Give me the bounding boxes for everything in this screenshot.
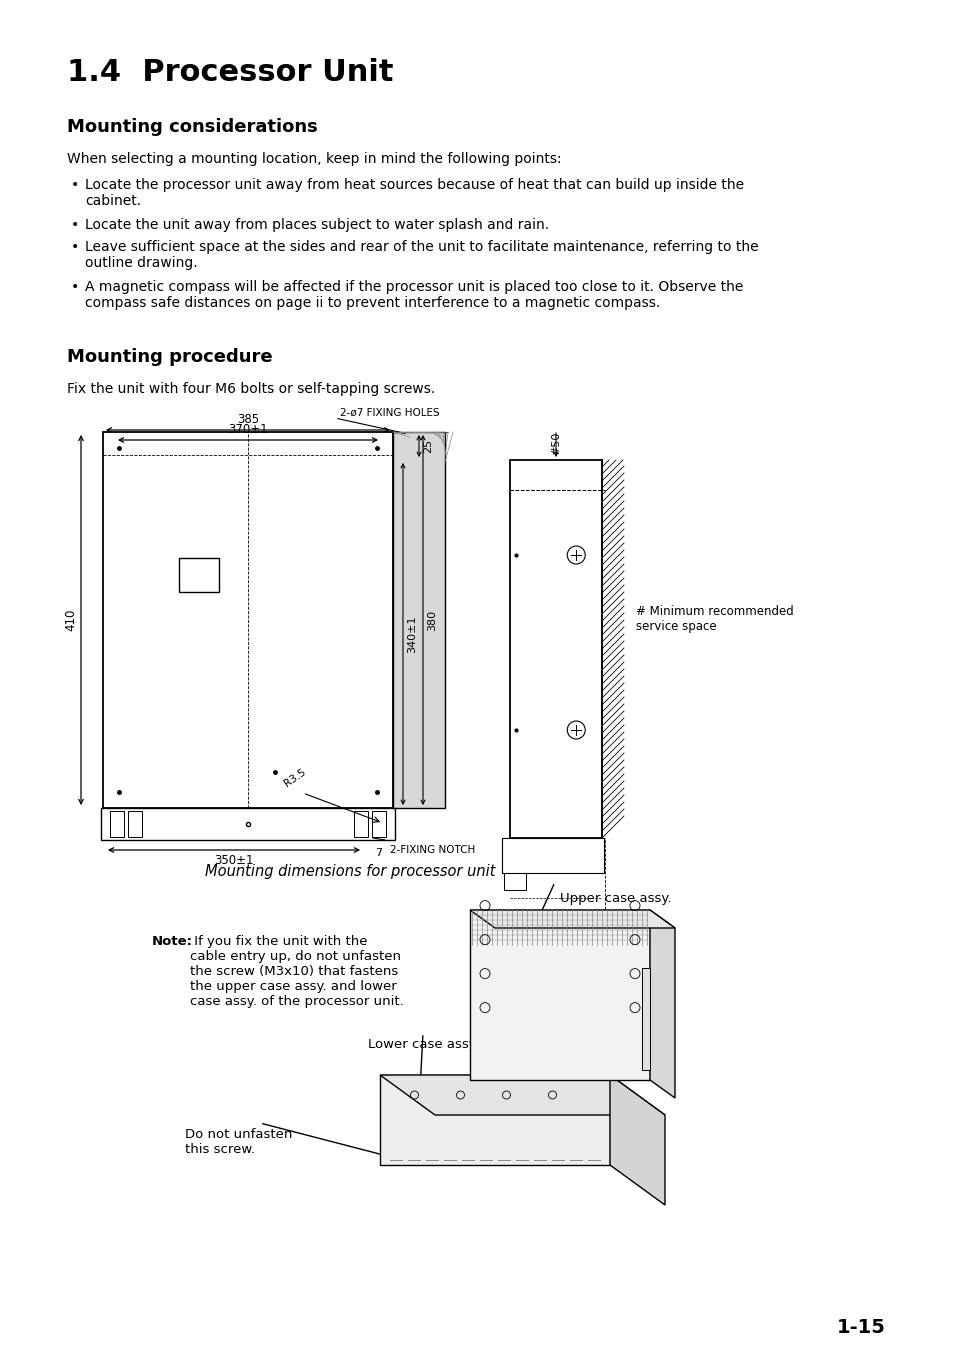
Text: If you fix the unit with the
cable entry up, do not unfasten
the screw (M3x10) t: If you fix the unit with the cable entry… (190, 936, 403, 1008)
Text: Fix the unit with four M6 bolts or self-tapping screws.: Fix the unit with four M6 bolts or self-… (67, 382, 435, 396)
Bar (641, 968, 649, 1071)
Text: Leave sufficient space at the sides and rear of the unit to facilitate maintenan: Leave sufficient space at the sides and … (85, 240, 758, 270)
Bar (372, 811, 386, 837)
Text: 1-15: 1-15 (836, 1318, 885, 1336)
Text: #50: #50 (551, 432, 560, 455)
Text: 2-FIXING NOTCH: 2-FIXING NOTCH (390, 845, 475, 855)
Text: •: • (71, 178, 79, 192)
Text: Mounting considerations: Mounting considerations (67, 117, 317, 136)
Bar (178, 558, 218, 591)
Text: •: • (71, 217, 79, 232)
Text: •: • (71, 240, 79, 254)
Polygon shape (470, 910, 675, 927)
Polygon shape (649, 910, 675, 1098)
Text: Lower case assy.: Lower case assy. (368, 1038, 478, 1052)
Bar (501, 838, 603, 873)
Text: When selecting a mounting location, keep in mind the following points:: When selecting a mounting location, keep… (67, 153, 561, 166)
Polygon shape (470, 910, 649, 1080)
Text: 340±1: 340±1 (407, 616, 416, 653)
Bar (503, 873, 525, 890)
Bar (510, 460, 601, 838)
Text: 25: 25 (422, 439, 433, 454)
Text: 410: 410 (64, 609, 77, 632)
Text: A magnetic compass will be affected if the processor unit is placed too close to: A magnetic compass will be affected if t… (85, 279, 742, 310)
Text: Upper case assy.: Upper case assy. (559, 892, 671, 904)
Text: # Minimum recommended
service space: # Minimum recommended service space (636, 605, 793, 633)
Polygon shape (379, 1075, 664, 1115)
Bar (393, 432, 444, 809)
Text: 7: 7 (375, 848, 382, 859)
Text: Note:: Note: (152, 936, 193, 948)
Text: 370±1: 370±1 (228, 423, 268, 436)
Bar (601, 460, 623, 838)
Bar (110, 811, 124, 837)
Text: •: • (71, 279, 79, 294)
Text: R3.5: R3.5 (282, 767, 308, 788)
Text: 1.4  Processor Unit: 1.4 Processor Unit (67, 58, 393, 86)
Text: Locate the processor unit away from heat sources because of heat that can build : Locate the processor unit away from heat… (85, 178, 743, 208)
Bar (354, 811, 368, 837)
Bar (128, 811, 142, 837)
Text: Mounting procedure: Mounting procedure (67, 348, 273, 366)
Bar (103, 432, 393, 809)
Text: 385: 385 (236, 413, 259, 427)
Bar (101, 809, 395, 840)
Polygon shape (379, 1075, 609, 1165)
Text: 2-ø7 FIXING HOLES: 2-ø7 FIXING HOLES (339, 408, 439, 418)
Polygon shape (609, 1075, 664, 1206)
Text: Mounting dimensions for processor unit: Mounting dimensions for processor unit (205, 864, 495, 879)
Text: 350±1: 350±1 (214, 855, 253, 867)
Text: Locate the unit away from places subject to water splash and rain.: Locate the unit away from places subject… (85, 217, 549, 232)
Text: 380: 380 (427, 609, 436, 630)
Text: Do not unfasten
this screw.: Do not unfasten this screw. (185, 1129, 292, 1156)
